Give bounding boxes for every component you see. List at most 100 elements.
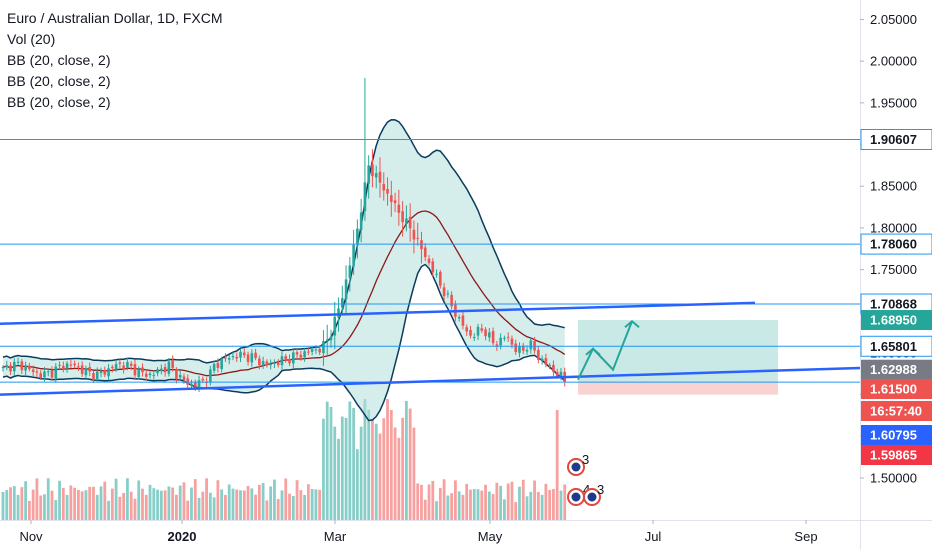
candle[interactable] <box>284 353 288 363</box>
candle[interactable] <box>431 258 435 277</box>
stop-zone[interactable] <box>578 382 778 395</box>
candle[interactable] <box>107 363 110 381</box>
price-tag-last[interactable]: 1.62988 <box>861 359 932 380</box>
candle[interactable] <box>401 201 404 237</box>
candle[interactable] <box>472 333 476 342</box>
candle[interactable] <box>352 229 355 275</box>
projection-path[interactable] <box>577 320 633 381</box>
indicator-bb-3[interactable]: BB (20, close, 2) <box>7 94 111 110</box>
candle[interactable] <box>423 243 427 262</box>
candle[interactable] <box>405 205 408 232</box>
candle[interactable] <box>167 357 171 377</box>
price-tag-stop[interactable]: 1.61500 <box>861 379 932 399</box>
candle[interactable] <box>148 370 152 379</box>
candle[interactable] <box>46 369 50 377</box>
candle[interactable] <box>476 323 480 340</box>
candle[interactable] <box>461 310 465 330</box>
candle[interactable] <box>359 198 363 243</box>
indicator-vol[interactable]: Vol (20) <box>7 31 56 47</box>
candle[interactable] <box>356 219 359 259</box>
candle[interactable] <box>537 346 540 364</box>
candle[interactable] <box>261 356 265 369</box>
candle[interactable] <box>103 366 107 378</box>
candle[interactable] <box>435 269 438 278</box>
candle[interactable] <box>77 362 80 372</box>
candle[interactable] <box>137 366 141 380</box>
candle[interactable] <box>518 342 521 358</box>
candle[interactable] <box>303 348 306 362</box>
candle[interactable] <box>439 270 442 289</box>
candle[interactable] <box>220 356 223 373</box>
candle[interactable] <box>295 348 299 358</box>
candle[interactable] <box>310 346 314 356</box>
candle[interactable] <box>231 352 235 361</box>
candle[interactable] <box>54 363 58 383</box>
candle[interactable] <box>457 314 461 322</box>
candle[interactable] <box>31 365 35 377</box>
candle[interactable] <box>506 332 510 342</box>
candle[interactable] <box>552 360 555 377</box>
bb-upper-line[interactable] <box>2 119 565 364</box>
candle[interactable] <box>488 328 491 342</box>
candle[interactable] <box>371 149 374 188</box>
candle[interactable] <box>329 329 333 348</box>
candle[interactable] <box>374 165 378 189</box>
candle[interactable] <box>152 370 156 380</box>
candle[interactable] <box>465 324 469 336</box>
candle[interactable] <box>118 359 122 369</box>
candle[interactable] <box>122 361 125 374</box>
candle[interactable] <box>548 363 551 370</box>
bb-basis-line[interactable] <box>2 210 566 377</box>
candle[interactable] <box>299 350 303 361</box>
candle[interactable] <box>216 358 220 373</box>
candle[interactable] <box>111 364 114 373</box>
candle[interactable] <box>525 345 529 355</box>
price-tag-timer[interactable]: 16:57:40 <box>861 401 932 421</box>
candle[interactable] <box>235 352 239 362</box>
candle[interactable] <box>62 361 65 373</box>
candle[interactable] <box>382 172 386 201</box>
candle[interactable] <box>156 367 159 377</box>
candle[interactable] <box>88 362 92 377</box>
price-tag-hline[interactable]: 1.78060 <box>860 233 932 255</box>
candle[interactable] <box>58 361 61 370</box>
price-tag-hline[interactable]: 1.90607 <box>860 128 932 150</box>
candle[interactable] <box>190 379 193 389</box>
candle[interactable] <box>397 189 401 226</box>
candle[interactable] <box>390 180 393 217</box>
candle[interactable] <box>420 231 423 264</box>
candle[interactable] <box>133 359 137 380</box>
candle[interactable] <box>333 302 337 350</box>
candle[interactable] <box>276 359 280 368</box>
candle[interactable] <box>84 365 88 379</box>
candle[interactable] <box>39 370 42 381</box>
indicator-bb-2[interactable]: BB (20, close, 2) <box>7 73 111 89</box>
candle[interactable] <box>367 155 370 199</box>
candle[interactable] <box>480 323 484 333</box>
candle[interactable] <box>178 370 182 380</box>
candle[interactable] <box>50 366 54 380</box>
price-tag-hline[interactable]: 1.65801 <box>860 335 932 357</box>
candle[interactable] <box>28 362 31 372</box>
candle[interactable] <box>141 363 144 377</box>
chart-title[interactable]: Euro / Australian Dollar, 1D, FXCM <box>7 10 223 26</box>
indicator-bb-1[interactable]: BB (20, close, 2) <box>7 52 111 68</box>
bb-lower-line[interactable] <box>2 263 566 422</box>
candle[interactable] <box>288 354 291 367</box>
candle[interactable] <box>503 335 506 342</box>
candle[interactable] <box>224 353 227 362</box>
candle[interactable] <box>344 265 348 314</box>
candle[interactable] <box>95 367 99 383</box>
candle[interactable] <box>160 364 163 375</box>
candle[interactable] <box>175 367 178 384</box>
candle[interactable] <box>171 355 174 372</box>
candle[interactable] <box>521 342 525 355</box>
candle[interactable] <box>348 257 352 292</box>
candle[interactable] <box>427 255 431 266</box>
event-marker-c[interactable]: 3 <box>583 482 604 506</box>
candle[interactable] <box>9 362 12 375</box>
candle[interactable] <box>65 361 69 373</box>
candle[interactable] <box>80 361 84 377</box>
candle[interactable] <box>273 359 276 369</box>
